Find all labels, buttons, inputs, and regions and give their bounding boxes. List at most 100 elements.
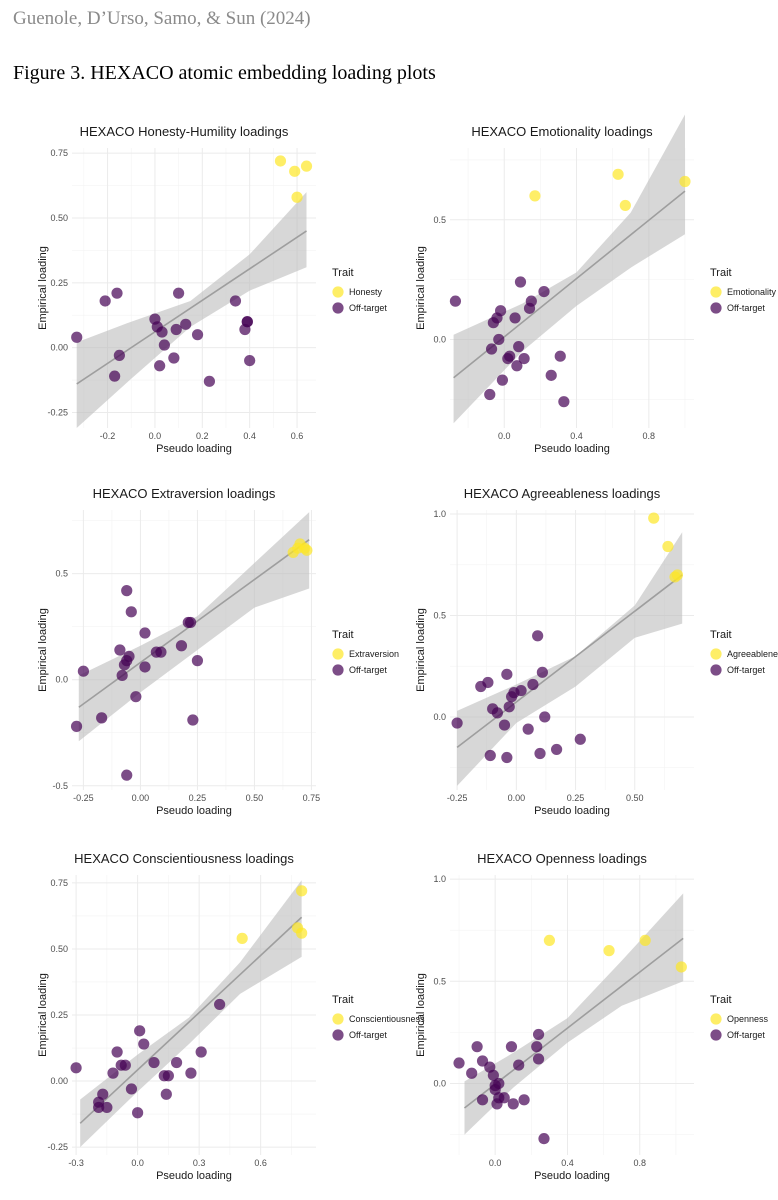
y-tick-label: 0.00 bbox=[50, 1076, 68, 1086]
offtarget-point bbox=[184, 616, 197, 629]
y-tick-label: 0.0 bbox=[433, 1078, 446, 1088]
running-header: Guenole, D’Urso, Samo, & Sun (2024) bbox=[13, 8, 311, 29]
legend-target-label: Openness bbox=[727, 1014, 769, 1024]
x-tick-label: 0.2 bbox=[196, 431, 209, 441]
legend-offtarget-label: Off-target bbox=[727, 1030, 765, 1040]
offtarget-point bbox=[175, 640, 188, 652]
legend-offtarget-label: Off-target bbox=[349, 665, 387, 675]
x-axis-label: Pseudo loading bbox=[534, 443, 610, 455]
y-tick-label: -0.5 bbox=[52, 781, 68, 791]
offtarget-point bbox=[154, 360, 166, 372]
offtarget-point bbox=[158, 339, 170, 351]
offtarget-point bbox=[501, 751, 513, 764]
y-tick-label: 0.25 bbox=[50, 1010, 68, 1020]
offtarget-point bbox=[498, 1092, 510, 1104]
panel-openness: HEXACO Openness loadings 0.0 0.4 0.8 0.0 0.5 1… bbox=[388, 845, 769, 1193]
y-tick-label: 0.5 bbox=[55, 569, 68, 579]
plot-title: HEXACO Honesty-Humility loadings bbox=[80, 124, 289, 139]
offtarget-point bbox=[514, 276, 527, 288]
offtarget-point bbox=[173, 287, 185, 299]
y-tick-label: -0.25 bbox=[47, 407, 68, 417]
target-point bbox=[236, 932, 248, 944]
x-tick-label: 0.0 bbox=[131, 1158, 144, 1168]
offtarget-point bbox=[484, 749, 496, 762]
x-tick-label: 0.3 bbox=[193, 1158, 206, 1168]
offtarget-point bbox=[511, 360, 523, 372]
legend-offtarget-label: Off-target bbox=[349, 1030, 387, 1040]
legend-target-swatch bbox=[332, 1013, 344, 1025]
offtarget-point bbox=[97, 1088, 109, 1100]
legend-title: Trait bbox=[710, 994, 732, 1006]
offtarget-point bbox=[574, 733, 586, 745]
offtarget-point bbox=[96, 712, 108, 724]
y-axis-label: Empirical loading bbox=[415, 608, 427, 692]
legend-title: Trait bbox=[332, 267, 354, 279]
y-tick-label: -0.25 bbox=[47, 1142, 68, 1152]
offtarget-point bbox=[551, 743, 563, 756]
offtarget-point bbox=[471, 1041, 483, 1053]
x-axis-label: Pseudo loading bbox=[156, 1170, 232, 1182]
plot-title: HEXACO Conscientiousness loadings bbox=[74, 851, 294, 866]
legend-offtarget-swatch bbox=[710, 664, 722, 676]
offtarget-point bbox=[509, 312, 521, 324]
offtarget-point bbox=[538, 1133, 550, 1145]
offtarget-point bbox=[493, 333, 505, 346]
offtarget-point bbox=[504, 350, 516, 362]
offtarget-point bbox=[134, 1025, 146, 1037]
offtarget-point bbox=[532, 1028, 545, 1041]
offtarget-point bbox=[476, 1094, 489, 1106]
offtarget-point bbox=[507, 1098, 519, 1110]
y-tick-label: 0.0 bbox=[55, 675, 68, 685]
legend-offtarget-swatch bbox=[332, 1029, 344, 1041]
target-point bbox=[543, 934, 556, 947]
scatter-plot: HEXACO Agreeableness loadings -0.25 0.00 0.… bbox=[415, 486, 778, 817]
offtarget-point bbox=[101, 1101, 113, 1114]
target-point bbox=[529, 190, 541, 202]
offtarget-point bbox=[534, 747, 546, 760]
offtarget-point bbox=[113, 349, 125, 362]
offtarget-point bbox=[522, 723, 534, 735]
offtarget-point bbox=[155, 646, 167, 658]
offtarget-point bbox=[527, 678, 539, 691]
plot-title: HEXACO Agreeableness loadings bbox=[464, 486, 661, 501]
x-tick-label: 0.8 bbox=[634, 1158, 647, 1168]
offtarget-point bbox=[532, 1053, 545, 1065]
target-point bbox=[300, 160, 313, 172]
y-tick-label: 0.5 bbox=[433, 611, 446, 621]
offtarget-point bbox=[93, 1101, 105, 1114]
offtarget-point bbox=[109, 370, 121, 382]
x-tick-label: 0.6 bbox=[254, 1158, 267, 1168]
panel-emotionality: HEXACO Emotionality loadings 0.0 0.4 0.8 0.0… bbox=[388, 114, 777, 466]
plot-title: HEXACO Emotionality loadings bbox=[471, 124, 653, 139]
target-point bbox=[603, 945, 615, 957]
target-point bbox=[289, 165, 301, 177]
y-tick-label: 1.0 bbox=[433, 874, 446, 884]
offtarget-point bbox=[185, 1067, 197, 1079]
offtarget-point bbox=[125, 1083, 138, 1095]
scatter-plot: HEXACO Honesty-Humility loadings-0.2 0.0 0… bbox=[37, 124, 387, 455]
offtarget-point bbox=[121, 585, 133, 597]
offtarget-point bbox=[121, 769, 133, 781]
x-tick-label: -0.2 bbox=[100, 431, 116, 441]
offtarget-point bbox=[130, 691, 142, 703]
offtarget-point bbox=[180, 318, 192, 330]
offtarget-point bbox=[148, 1056, 160, 1069]
offtarget-point bbox=[484, 388, 496, 401]
offtarget-point bbox=[111, 287, 123, 299]
offtarget-point bbox=[160, 1088, 172, 1100]
offtarget-point bbox=[518, 352, 530, 365]
offtarget-point bbox=[466, 1067, 478, 1079]
legend-title: Trait bbox=[710, 629, 732, 641]
legend-offtarget-swatch bbox=[710, 302, 722, 314]
y-tick-label: 0.75 bbox=[50, 878, 68, 888]
legend-offtarget-label: Off-target bbox=[727, 665, 765, 675]
y-tick-label: 0.50 bbox=[50, 213, 68, 223]
offtarget-point bbox=[525, 295, 537, 307]
confidence-ribbon bbox=[80, 880, 302, 1148]
x-tick-label: 0.25 bbox=[567, 793, 585, 803]
confidence-ribbon bbox=[457, 532, 683, 786]
offtarget-point bbox=[114, 644, 126, 656]
confidence-ribbon bbox=[464, 893, 684, 1135]
target-point bbox=[274, 155, 287, 167]
y-axis-label: Empirical loading bbox=[37, 246, 49, 330]
